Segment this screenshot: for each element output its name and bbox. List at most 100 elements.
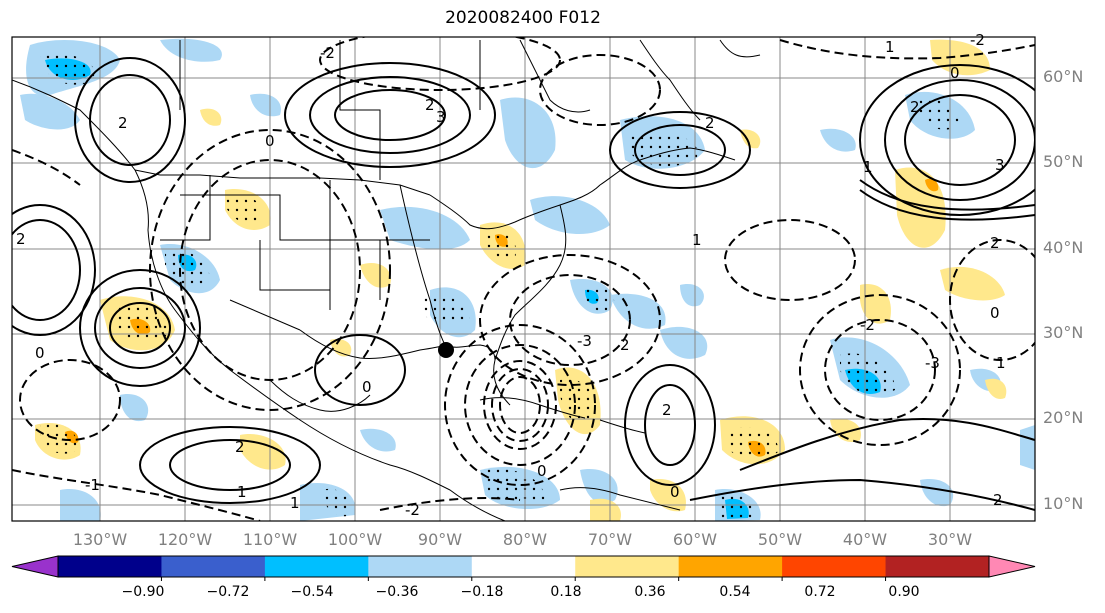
- lon-label: 40°W: [842, 530, 888, 549]
- colorbar-tick-label: −0.36: [375, 584, 419, 600]
- colorbar-tick-label: 0.90: [888, 584, 920, 600]
- lon-label: 130°W: [72, 530, 128, 549]
- colorbar-extend-high: [988, 555, 1036, 578]
- lon-label: 80°W: [502, 530, 548, 549]
- neg-shade: [160, 38, 222, 62]
- lat-label: 40°N: [1043, 238, 1084, 257]
- lat-label: 10°N: [1043, 494, 1084, 513]
- lon-label: 30°W: [927, 530, 973, 549]
- contour-label: 2: [662, 401, 672, 419]
- pos-shade-strong: [925, 178, 939, 192]
- pos-shade: [240, 434, 286, 470]
- neg-shade: [920, 479, 954, 507]
- neg-shade: [1020, 425, 1035, 470]
- lon-label: 60°W: [672, 530, 718, 549]
- contour-label: 2: [990, 234, 1000, 252]
- pos-shade: [330, 339, 352, 357]
- contour-label: 2: [705, 114, 715, 132]
- pos-shade: [860, 284, 891, 324]
- lon-label: 50°W: [757, 530, 803, 549]
- colorbar-tick-label: −0.90: [121, 584, 165, 600]
- colorbar-extend-low: [11, 555, 59, 578]
- contour-label: -2: [970, 31, 985, 49]
- contour-label: 1: [996, 354, 1006, 372]
- contour-label: 3: [436, 108, 446, 126]
- contour-label: -3: [577, 332, 592, 350]
- colorbar-tick-label: −0.18: [460, 584, 504, 600]
- pos-shade: [360, 262, 391, 288]
- contour-label: 3: [995, 156, 1005, 174]
- lat-label: 30°N: [1043, 323, 1084, 342]
- contour-label: -2: [405, 501, 420, 519]
- map-frame: [11, 36, 1036, 522]
- contour-label: 2: [910, 98, 920, 116]
- contour-label: 2: [16, 230, 26, 248]
- lat-label: 20°N: [1043, 408, 1084, 427]
- lon-label: 120°W: [157, 530, 213, 549]
- pos-shade: [590, 498, 621, 521]
- neg-shade: [610, 293, 666, 329]
- contour-label: 2: [993, 491, 1003, 509]
- colorbar-tick-label: −0.72: [206, 584, 250, 600]
- contour-label: 2: [620, 336, 630, 354]
- neg-shade: [360, 428, 396, 452]
- contour-label: 0: [950, 64, 960, 82]
- pos-shade: [940, 266, 1005, 301]
- pos-shade: [200, 108, 222, 126]
- pos-shade: [985, 378, 1007, 399]
- colorbar-frame: [57, 555, 990, 578]
- colorbar-segment: [678, 556, 783, 577]
- colorbar-tick-label: 0.18: [550, 584, 582, 600]
- contour-label: 0: [265, 132, 275, 150]
- neg-shade: [660, 326, 708, 359]
- contour-label: 1: [885, 38, 895, 56]
- colorbar-tick-label: 0.36: [634, 584, 666, 600]
- contour-label: 2: [235, 438, 245, 456]
- contour-label: 0: [537, 462, 547, 480]
- contour-label: -2: [860, 316, 875, 334]
- contour-label: 1: [863, 158, 873, 176]
- map-plot-area: [12, 37, 1035, 521]
- significance-stipple: [40, 53, 960, 520]
- colorbar-segment: [471, 556, 576, 577]
- contour-label: 1: [237, 483, 247, 501]
- colorbar: [11, 555, 1036, 581]
- colorbar-tick-label: 0.54: [719, 584, 751, 600]
- neg-shade: [250, 93, 281, 117]
- lon-label: 100°W: [327, 530, 383, 549]
- contour-label: 0: [990, 304, 1000, 322]
- colorbar-tick-label: −0.54: [290, 584, 334, 600]
- lon-label: 90°W: [417, 530, 463, 549]
- neg-shade: [580, 469, 618, 504]
- location-marker-dot: [438, 342, 454, 358]
- neg-shade: [530, 196, 610, 235]
- contour-label: 2: [425, 96, 435, 114]
- contour-label: 0: [362, 378, 372, 396]
- contour-label: -1: [85, 476, 100, 494]
- neg-shade: [120, 394, 149, 422]
- contour-label-group: -2 1 0 -2 0 2 3 2 2 0 2 1 0 -1 1 -2 0 -3…: [16, 31, 1006, 519]
- pos-shade: [830, 418, 861, 442]
- contour-label: 0: [35, 344, 45, 362]
- contour-label: -3: [925, 354, 940, 372]
- contour-label: 1: [692, 231, 702, 249]
- lat-label: 60°N: [1043, 67, 1084, 86]
- colorbar-segment: [58, 556, 162, 577]
- colorbar-segment: [885, 556, 990, 577]
- map-title: 2020082400 F012: [445, 8, 601, 28]
- neg-shade: [380, 206, 470, 250]
- contour-label: 2: [118, 114, 128, 132]
- contours-negative: [12, 37, 1035, 521]
- colorbar-segment: [264, 556, 369, 577]
- coastlines: [12, 39, 761, 521]
- pos-shade: [650, 479, 686, 512]
- contour-label: 0: [670, 483, 680, 501]
- colorbar-tick-label: 0.72: [804, 584, 836, 600]
- neg-shade: [680, 284, 704, 307]
- colorbar-segment: [368, 556, 473, 577]
- contours-positive: [12, 57, 1035, 511]
- lat-label: 50°N: [1043, 152, 1084, 171]
- contour-label: -2: [320, 44, 335, 62]
- colorbar-segment: [575, 556, 680, 577]
